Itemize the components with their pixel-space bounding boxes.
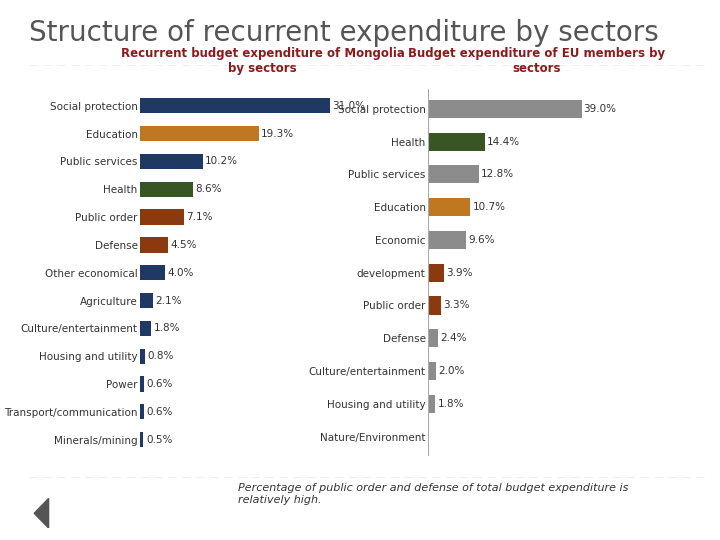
Text: 9.6%: 9.6% bbox=[468, 235, 495, 245]
Bar bbox=[428, 132, 485, 151]
Text: 2.4%: 2.4% bbox=[440, 333, 467, 343]
Bar bbox=[140, 154, 203, 169]
Bar bbox=[140, 265, 165, 280]
Bar bbox=[140, 321, 151, 336]
Text: 3.3%: 3.3% bbox=[444, 300, 470, 310]
Bar bbox=[140, 181, 193, 197]
Bar bbox=[428, 100, 582, 118]
Text: 4.0%: 4.0% bbox=[167, 268, 194, 278]
Text: 0.6%: 0.6% bbox=[147, 407, 173, 417]
Text: 14.4%: 14.4% bbox=[487, 137, 520, 146]
Text: Budget expenditure of EU members by
sectors: Budget expenditure of EU members by sect… bbox=[408, 46, 665, 75]
Text: 3.9%: 3.9% bbox=[446, 268, 472, 278]
Text: 10.2%: 10.2% bbox=[205, 157, 238, 166]
Text: 1.8%: 1.8% bbox=[438, 399, 464, 409]
Text: 12.8%: 12.8% bbox=[481, 170, 514, 179]
Text: 0.8%: 0.8% bbox=[148, 351, 174, 361]
Polygon shape bbox=[35, 498, 49, 528]
Text: 31.0%: 31.0% bbox=[333, 101, 366, 111]
Bar bbox=[428, 329, 438, 347]
Bar bbox=[140, 348, 145, 364]
Bar bbox=[140, 404, 144, 420]
Text: 2.0%: 2.0% bbox=[438, 366, 464, 376]
Bar bbox=[140, 293, 153, 308]
Bar bbox=[428, 395, 436, 413]
Text: 10.7%: 10.7% bbox=[472, 202, 505, 212]
Text: 8.6%: 8.6% bbox=[196, 184, 222, 194]
Bar bbox=[428, 362, 436, 380]
Text: Recurrent budget expenditure of Mongolia
by sectors: Recurrent budget expenditure of Mongolia… bbox=[121, 46, 405, 75]
Bar bbox=[140, 210, 184, 225]
Bar bbox=[140, 376, 144, 392]
Text: Structure of recurrent expenditure by sectors: Structure of recurrent expenditure by se… bbox=[29, 19, 659, 47]
Bar bbox=[428, 264, 444, 282]
Text: 39.0%: 39.0% bbox=[583, 104, 616, 114]
Text: 2.1%: 2.1% bbox=[156, 295, 182, 306]
Bar bbox=[428, 231, 466, 249]
Bar bbox=[140, 126, 258, 141]
Bar bbox=[428, 165, 479, 184]
Text: 19.3%: 19.3% bbox=[261, 129, 294, 139]
Text: 0.6%: 0.6% bbox=[147, 379, 173, 389]
Text: 7.1%: 7.1% bbox=[186, 212, 213, 222]
Text: 4.5%: 4.5% bbox=[171, 240, 197, 250]
Bar bbox=[140, 432, 143, 447]
Bar bbox=[140, 237, 168, 253]
Bar bbox=[140, 98, 330, 113]
Bar bbox=[428, 296, 441, 314]
Text: 1.8%: 1.8% bbox=[154, 323, 181, 333]
Text: 0.5%: 0.5% bbox=[146, 435, 172, 444]
Text: Percentage of public order and defense of total budget expenditure is
relatively: Percentage of public order and defense o… bbox=[238, 483, 628, 505]
Bar bbox=[428, 198, 470, 216]
